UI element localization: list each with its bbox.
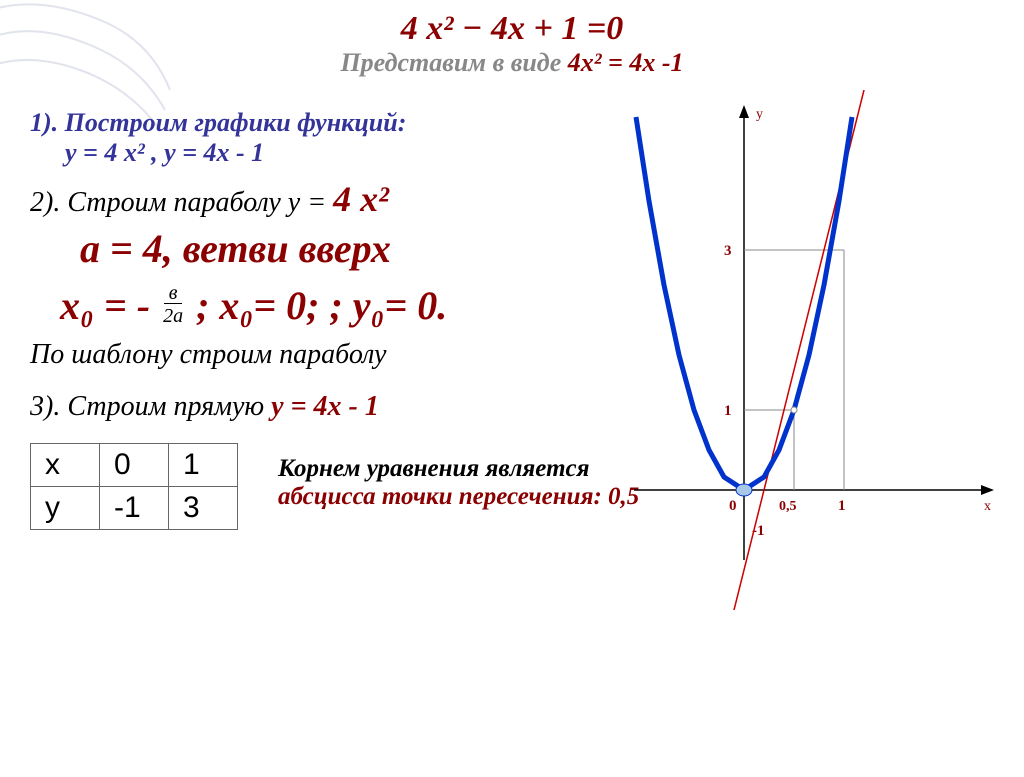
intersection-marker	[791, 407, 797, 413]
conclusion-text: Корнем уравнения является	[278, 455, 590, 482]
step-2-text: 2). Строим параболу у =	[30, 187, 333, 218]
tick-x1: 1	[838, 498, 846, 514]
fraction-numerator: в	[164, 283, 183, 304]
table-cell: 3	[169, 487, 238, 530]
vertex-left: x₀ = -	[60, 282, 150, 329]
tick-y3: 3	[724, 243, 732, 259]
table-cell: -1	[100, 487, 169, 530]
table-cell: y	[31, 487, 100, 530]
tick-y1: 1	[724, 403, 732, 419]
value-table: x 0 1 y -1 3	[30, 443, 238, 530]
tick-x05: 0,5	[779, 499, 797, 514]
fraction-denominator: 2a	[158, 304, 188, 328]
x-axis-label: x	[984, 499, 991, 514]
conclusion: Корнем уравнения является абсцисса точки…	[278, 443, 639, 511]
step-2-equation: 4 x²	[333, 179, 389, 219]
table-row: x 0 1	[31, 444, 238, 487]
subtitle-equation: 4x² = 4x -1	[568, 48, 684, 77]
table-cell: 0	[100, 444, 169, 487]
graph-plot: у x 0 3 1 -1 0,5 1	[624, 90, 1004, 610]
table-cell: x	[31, 444, 100, 487]
step-3-prefix: 3). Строим прямую	[30, 391, 271, 422]
y-axis-label: у	[756, 107, 763, 122]
fraction: в 2a	[158, 283, 188, 328]
table-cell: 1	[169, 444, 238, 487]
subtitle-prefix: Представим в виде	[340, 48, 567, 77]
step-3-equation: у = 4x - 1	[271, 391, 379, 422]
vertex-right: ; x₀= 0; ; y₀= 0.	[196, 282, 447, 329]
conclusion-answer: абсцисса точки пересечения: 0,5	[278, 483, 639, 510]
table-row: y -1 3	[31, 487, 238, 530]
origin-marker	[736, 484, 752, 496]
tick-0: 0	[729, 498, 737, 514]
